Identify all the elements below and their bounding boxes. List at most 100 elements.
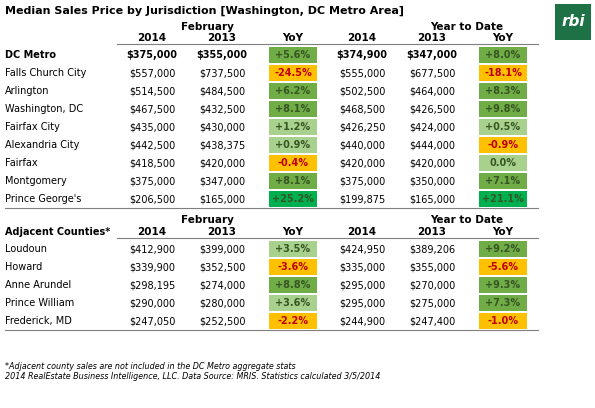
Text: Loudoun: Loudoun	[5, 244, 47, 254]
Bar	[479, 241, 527, 257]
Text: $199,875: $199,875	[339, 194, 385, 204]
Text: +3.5%: +3.5%	[275, 244, 311, 254]
Text: DC Metro: DC Metro	[5, 50, 56, 60]
Bar	[479, 277, 527, 293]
Text: *Adjacent county sales are not included in the DC Metro aggregate stats: *Adjacent county sales are not included …	[5, 362, 296, 371]
Text: +9.2%: +9.2%	[486, 244, 521, 254]
Bar	[479, 295, 527, 311]
Text: 2013: 2013	[418, 227, 446, 237]
Text: 0.0%: 0.0%	[490, 158, 516, 168]
Text: 2014 RealEstate Business Intelligence, LLC. Data Source: MRIS. Statistics calcul: 2014 RealEstate Business Intelligence, L…	[5, 372, 380, 381]
Text: February: February	[180, 215, 233, 225]
Text: $374,900: $374,900	[337, 50, 387, 60]
Text: Anne Arundel: Anne Arundel	[5, 280, 71, 290]
Text: +21.1%: +21.1%	[482, 194, 524, 204]
Text: Falls Church City: Falls Church City	[5, 68, 86, 78]
Bar	[269, 119, 317, 135]
Text: rbi: rbi	[561, 15, 585, 29]
Text: YoY: YoY	[283, 33, 303, 43]
Text: $444,000: $444,000	[409, 140, 455, 150]
Text: Washington, DC: Washington, DC	[5, 104, 83, 114]
Text: Adjacent Counties*: Adjacent Counties*	[5, 227, 110, 237]
Bar	[479, 259, 527, 275]
Text: $426,500: $426,500	[409, 104, 455, 114]
Text: $165,000: $165,000	[199, 194, 245, 204]
Text: 2013: 2013	[418, 33, 446, 43]
Text: $514,500: $514,500	[129, 86, 175, 96]
Text: $555,000: $555,000	[339, 68, 385, 78]
Text: Montgomery: Montgomery	[5, 176, 67, 186]
Text: $280,000: $280,000	[199, 298, 245, 308]
Text: +3.6%: +3.6%	[275, 298, 311, 308]
Text: -0.4%: -0.4%	[277, 158, 308, 168]
Text: +0.9%: +0.9%	[275, 140, 311, 150]
Text: +8.0%: +8.0%	[486, 50, 521, 60]
Bar	[555, 4, 591, 40]
Text: $375,000: $375,000	[339, 176, 385, 186]
Text: $247,400: $247,400	[409, 316, 455, 326]
Text: $432,500: $432,500	[199, 104, 245, 114]
Text: $438,375: $438,375	[199, 140, 245, 150]
Text: $252,500: $252,500	[199, 316, 245, 326]
Text: $677,500: $677,500	[409, 68, 455, 78]
Text: 2014: 2014	[137, 227, 167, 237]
Text: $274,000: $274,000	[199, 280, 245, 290]
Text: YoY: YoY	[283, 227, 303, 237]
Bar	[269, 47, 317, 63]
Text: $424,000: $424,000	[409, 122, 455, 132]
Text: YoY: YoY	[493, 227, 513, 237]
Text: -0.9%: -0.9%	[487, 140, 518, 150]
Text: $275,000: $275,000	[409, 298, 455, 308]
Bar	[269, 137, 317, 153]
Text: $412,900: $412,900	[129, 244, 175, 254]
Text: 2014: 2014	[347, 227, 377, 237]
Text: -18.1%: -18.1%	[484, 68, 522, 78]
Text: 2014: 2014	[347, 33, 377, 43]
Bar	[269, 65, 317, 81]
Text: $435,000: $435,000	[129, 122, 175, 132]
Text: -3.6%: -3.6%	[277, 262, 308, 272]
Text: +8.1%: +8.1%	[275, 176, 311, 186]
Text: $375,000: $375,000	[129, 176, 175, 186]
Text: Median Sales Price by Jurisdiction [Washington, DC Metro Area]: Median Sales Price by Jurisdiction [Wash…	[5, 6, 404, 16]
Text: $464,000: $464,000	[409, 86, 455, 96]
Text: Prince George's: Prince George's	[5, 194, 82, 204]
Text: $290,000: $290,000	[129, 298, 175, 308]
Text: $270,000: $270,000	[409, 280, 455, 290]
Text: Howard: Howard	[5, 262, 42, 272]
Text: $557,000: $557,000	[129, 68, 175, 78]
Bar	[269, 295, 317, 311]
Bar	[479, 173, 527, 189]
Text: $502,500: $502,500	[339, 86, 385, 96]
Bar	[269, 83, 317, 99]
Text: +7.3%: +7.3%	[486, 298, 521, 308]
Text: Fairfax City: Fairfax City	[5, 122, 60, 132]
Text: -2.2%: -2.2%	[277, 316, 308, 326]
Bar	[269, 191, 317, 207]
Bar	[479, 119, 527, 135]
Text: Alexandria City: Alexandria City	[5, 140, 79, 150]
Text: 2013: 2013	[208, 33, 236, 43]
Text: +5.6%: +5.6%	[275, 50, 311, 60]
Bar	[269, 277, 317, 293]
Text: $335,000: $335,000	[339, 262, 385, 272]
Text: $206,500: $206,500	[129, 194, 175, 204]
Text: $430,000: $430,000	[199, 122, 245, 132]
Text: $468,500: $468,500	[339, 104, 385, 114]
Text: $339,900: $339,900	[129, 262, 175, 272]
Bar	[269, 173, 317, 189]
Bar	[479, 155, 527, 171]
Text: $418,500: $418,500	[129, 158, 175, 168]
Text: $295,000: $295,000	[339, 298, 385, 308]
Text: $389,206: $389,206	[409, 244, 455, 254]
Bar	[479, 313, 527, 329]
Text: $424,950: $424,950	[339, 244, 385, 254]
Text: +6.2%: +6.2%	[275, 86, 311, 96]
Text: +0.5%: +0.5%	[486, 122, 521, 132]
Text: +9.8%: +9.8%	[486, 104, 521, 114]
Text: $420,000: $420,000	[409, 158, 455, 168]
Text: $737,500: $737,500	[199, 68, 245, 78]
Text: -1.0%: -1.0%	[487, 316, 518, 326]
Text: $295,000: $295,000	[339, 280, 385, 290]
Text: $165,000: $165,000	[409, 194, 455, 204]
